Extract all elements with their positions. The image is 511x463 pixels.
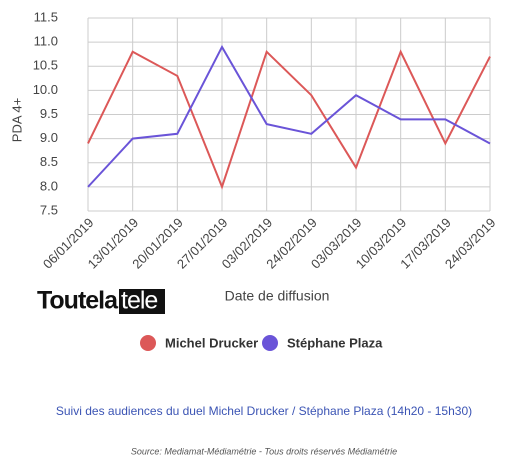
y-axis-title: PDA 4+: [9, 98, 24, 142]
legend-marker: [140, 335, 156, 351]
y-tick-label: 8.5: [40, 154, 58, 169]
legend-marker: [262, 335, 278, 351]
y-tick-label: 10.5: [33, 58, 58, 73]
x-axis-title: Date de diffusion: [225, 288, 330, 304]
y-tick-label: 7.5: [40, 202, 58, 217]
logo-text: tele: [121, 287, 157, 315]
y-tick-label: 11.0: [34, 34, 58, 49]
line: [87, 44, 491, 188]
y-tick-label: 9.5: [40, 106, 58, 121]
legend-label: Stéphane Plaza: [287, 335, 383, 350]
line: [87, 49, 491, 190]
y-tick-label: 8.0: [40, 178, 58, 193]
y-tick-label: 9.0: [40, 130, 58, 145]
y-tick-label: 10.0: [33, 82, 58, 97]
legend-label: Michel Drucker: [165, 335, 258, 350]
logo-box: [119, 289, 165, 314]
caption: Suivi des audiences du duel Michel Druck…: [56, 404, 472, 418]
source: Source: Mediamat-Médiamétrie - Tous droi…: [131, 446, 397, 456]
y-tick-label: 11.5: [34, 9, 58, 24]
logo-text: Toutela: [37, 287, 119, 315]
